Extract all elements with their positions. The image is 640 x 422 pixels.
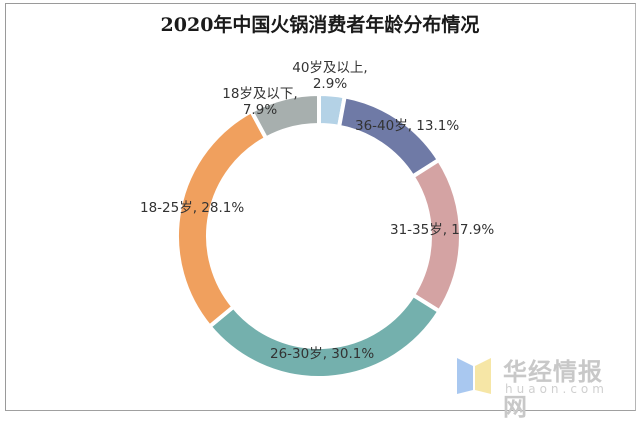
donut-segment <box>336 94 442 180</box>
donut-segment <box>206 292 443 380</box>
watermark: 华经情报网 huaon.com <box>455 352 625 421</box>
data-label-under-18: 18岁及以下, 7.9% <box>210 86 310 118</box>
data-label-under-18-name: 18岁及以下, <box>222 86 298 102</box>
donut-segment <box>175 108 269 330</box>
data-label-26-30: 26-30岁, 30.1% <box>270 346 375 362</box>
data-label-31-35: 31-35岁, 17.9% <box>390 222 495 238</box>
chart-frame <box>5 3 636 411</box>
huaon-logo-icon <box>457 358 491 394</box>
data-label-18-25: 18-25岁, 28.1% <box>140 200 245 216</box>
data-label-40-plus-name: 40岁及以上, <box>292 60 368 76</box>
donut-segment <box>248 91 321 142</box>
data-label-40-plus-value: 2.9% <box>312 76 348 92</box>
data-label-36-40: 36-40岁, 13.1% <box>355 118 460 134</box>
data-label-under-18-value: 7.9% <box>242 102 278 118</box>
watermark-domain: huaon.com <box>505 382 608 396</box>
chart-title: 2020年中国火锅消费者年龄分布情况 <box>160 14 480 36</box>
data-label-40-plus: 40岁及以上, 2.9% <box>290 60 370 92</box>
watermark-name: 华经情报网 <box>503 358 603 421</box>
